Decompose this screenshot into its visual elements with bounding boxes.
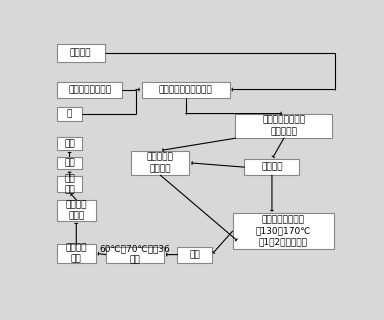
FancyBboxPatch shape: [177, 247, 212, 263]
Text: 聚合反应: 聚合反应: [261, 163, 283, 172]
FancyBboxPatch shape: [57, 107, 82, 121]
FancyBboxPatch shape: [245, 159, 300, 175]
FancyBboxPatch shape: [57, 44, 104, 62]
FancyBboxPatch shape: [57, 176, 82, 192]
Text: 智能化微机控制高
压喷枪喷涂: 智能化微机控制高 压喷枪喷涂: [262, 116, 305, 136]
FancyBboxPatch shape: [57, 157, 82, 170]
Text: 纳米级磷一氮固体: 纳米级磷一氮固体: [68, 85, 111, 94]
Text: 透明液态磷一氮阻燃液: 透明液态磷一氮阻燃液: [159, 85, 212, 94]
Text: 智能一体化
控制系统: 智能一体化 控制系统: [147, 153, 174, 173]
Text: 聚酯薄膜: 聚酯薄膜: [70, 48, 91, 57]
Text: 产品性能
检测: 产品性能 检测: [66, 243, 87, 263]
FancyBboxPatch shape: [106, 247, 164, 263]
Text: 收卷: 收卷: [189, 250, 200, 259]
FancyBboxPatch shape: [142, 82, 230, 98]
Text: 成品: 成品: [64, 159, 75, 168]
Text: 真空
包装: 真空 包装: [64, 174, 75, 195]
Text: 出厂: 出厂: [64, 139, 75, 148]
FancyBboxPatch shape: [235, 114, 332, 138]
Text: 高温真空烘干工艺
（130～170℃
负1～2个大气压）: 高温真空烘干工艺 （130～170℃ 负1～2个大气压）: [255, 216, 311, 247]
FancyBboxPatch shape: [232, 213, 334, 249]
FancyBboxPatch shape: [131, 150, 189, 175]
Text: 水: 水: [67, 109, 72, 118]
Text: 60℃～70℃恒温36
小时: 60℃～70℃恒温36 小时: [99, 244, 170, 265]
FancyBboxPatch shape: [57, 200, 96, 221]
Text: 光电分切
机分切: 光电分切 机分切: [66, 200, 87, 220]
FancyBboxPatch shape: [57, 82, 122, 98]
FancyBboxPatch shape: [57, 244, 96, 263]
FancyBboxPatch shape: [57, 137, 82, 150]
